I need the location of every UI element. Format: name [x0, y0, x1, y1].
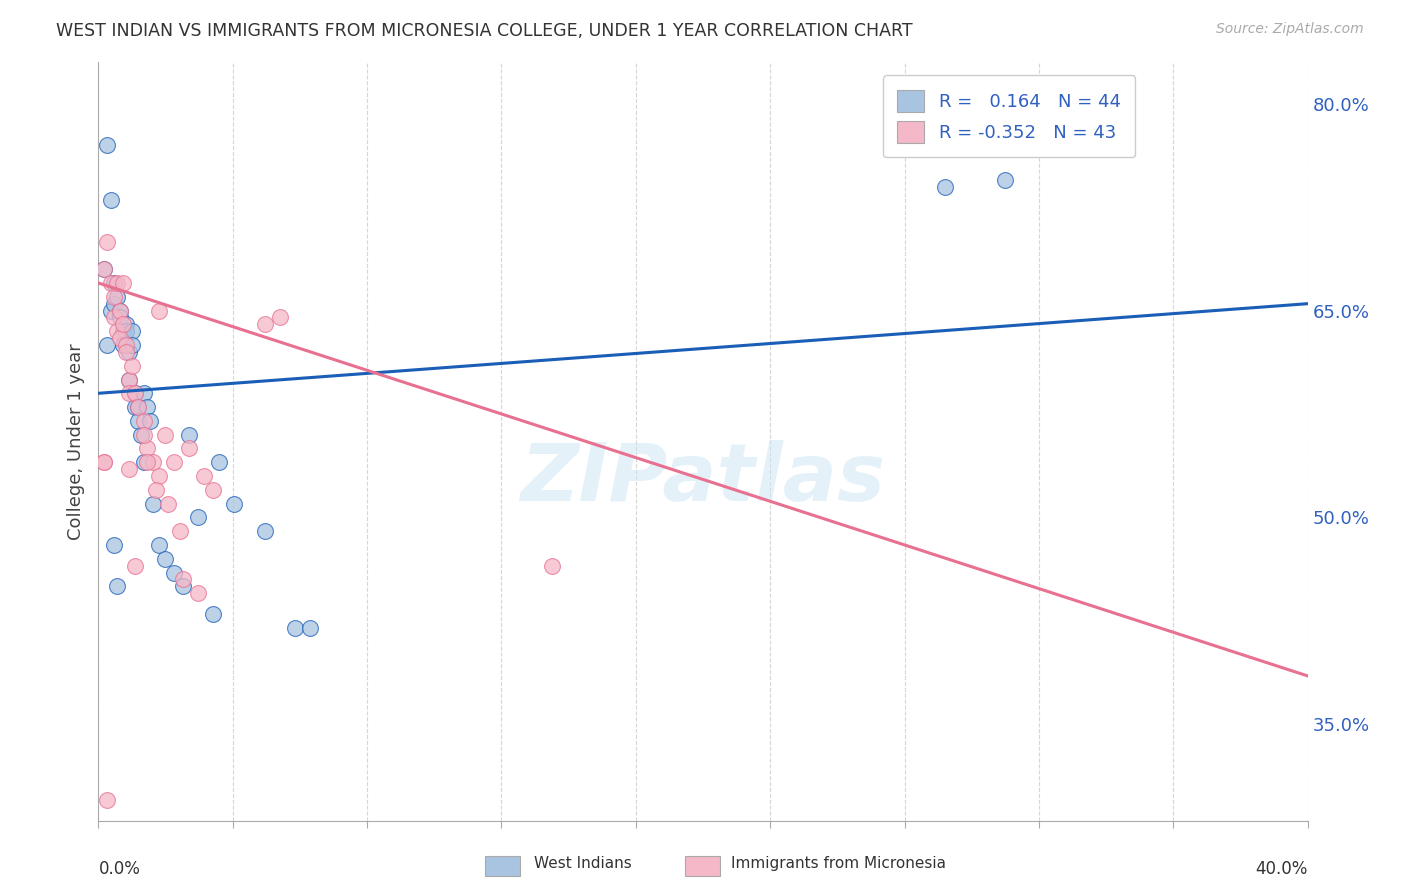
Point	[127, 400, 149, 414]
Point	[105, 579, 128, 593]
Point	[132, 455, 155, 469]
Point	[96, 338, 118, 352]
Point	[108, 303, 131, 318]
Point	[135, 455, 157, 469]
Point	[118, 372, 141, 386]
Point	[145, 483, 167, 497]
Point	[156, 497, 179, 511]
Point	[105, 290, 128, 304]
Point	[187, 510, 209, 524]
Point	[153, 427, 176, 442]
Point	[111, 276, 134, 290]
Point	[540, 558, 562, 573]
Point	[103, 538, 125, 552]
Point	[105, 324, 128, 338]
Point	[172, 579, 194, 593]
Point	[127, 414, 149, 428]
Text: West Indians: West Indians	[534, 856, 633, 871]
Point	[114, 345, 136, 359]
Point	[114, 318, 136, 332]
Point	[253, 524, 276, 538]
Point	[148, 469, 170, 483]
Point	[121, 338, 143, 352]
Point	[127, 400, 149, 414]
Point	[253, 318, 276, 332]
Legend: R =   0.164   N = 44, R = -0.352   N = 43: R = 0.164 N = 44, R = -0.352 N = 43	[883, 75, 1135, 157]
Point	[202, 483, 225, 497]
Point	[93, 262, 115, 277]
Point	[202, 607, 225, 621]
Point	[208, 455, 231, 469]
Point	[139, 414, 162, 428]
Point	[187, 586, 209, 600]
Point	[118, 462, 141, 476]
Text: Immigrants from Micronesia: Immigrants from Micronesia	[731, 856, 946, 871]
Point	[142, 455, 165, 469]
Point	[124, 386, 146, 401]
Point	[142, 497, 165, 511]
Point	[103, 310, 125, 325]
Point	[193, 469, 215, 483]
Point	[124, 400, 146, 414]
Point	[148, 303, 170, 318]
Text: Source: ZipAtlas.com: Source: ZipAtlas.com	[1216, 22, 1364, 37]
Point	[148, 538, 170, 552]
Point	[111, 338, 134, 352]
Point	[132, 386, 155, 401]
Point	[108, 303, 131, 318]
Point	[103, 290, 125, 304]
Point	[93, 455, 115, 469]
Point	[103, 276, 125, 290]
Point	[111, 324, 134, 338]
Point	[934, 179, 956, 194]
Text: ZIPatlas: ZIPatlas	[520, 441, 886, 518]
Point	[114, 338, 136, 352]
Point	[169, 524, 191, 538]
Point	[284, 621, 307, 635]
Point	[118, 386, 141, 401]
Point	[93, 455, 115, 469]
Point	[114, 324, 136, 338]
Point	[111, 318, 134, 332]
Point	[96, 138, 118, 153]
Point	[163, 566, 186, 580]
Point	[108, 331, 131, 345]
Text: WEST INDIAN VS IMMIGRANTS FROM MICRONESIA COLLEGE, UNDER 1 YEAR CORRELATION CHAR: WEST INDIAN VS IMMIGRANTS FROM MICRONESI…	[56, 22, 912, 40]
Point	[96, 235, 118, 249]
Point	[179, 427, 201, 442]
Point	[994, 172, 1017, 186]
Point	[105, 276, 128, 290]
Y-axis label: College, Under 1 year: College, Under 1 year	[66, 343, 84, 540]
Point	[179, 442, 201, 456]
Point	[118, 372, 141, 386]
Point	[269, 310, 291, 325]
Point	[124, 558, 146, 573]
Point	[100, 303, 122, 318]
Point	[96, 793, 118, 807]
Point	[93, 262, 115, 277]
Point	[132, 427, 155, 442]
Point	[129, 427, 152, 442]
Point	[132, 414, 155, 428]
Point	[121, 359, 143, 373]
Point	[121, 324, 143, 338]
Point	[100, 276, 122, 290]
Text: 0.0%: 0.0%	[98, 860, 141, 878]
Point	[172, 573, 194, 587]
Point	[108, 310, 131, 325]
Point	[135, 442, 157, 456]
Point	[124, 386, 146, 401]
Point	[103, 296, 125, 310]
Text: 40.0%: 40.0%	[1256, 860, 1308, 878]
Point	[100, 194, 122, 208]
Point	[299, 621, 322, 635]
Point	[163, 455, 186, 469]
Point	[135, 400, 157, 414]
Point	[224, 497, 246, 511]
Point	[118, 345, 141, 359]
Point	[153, 551, 176, 566]
